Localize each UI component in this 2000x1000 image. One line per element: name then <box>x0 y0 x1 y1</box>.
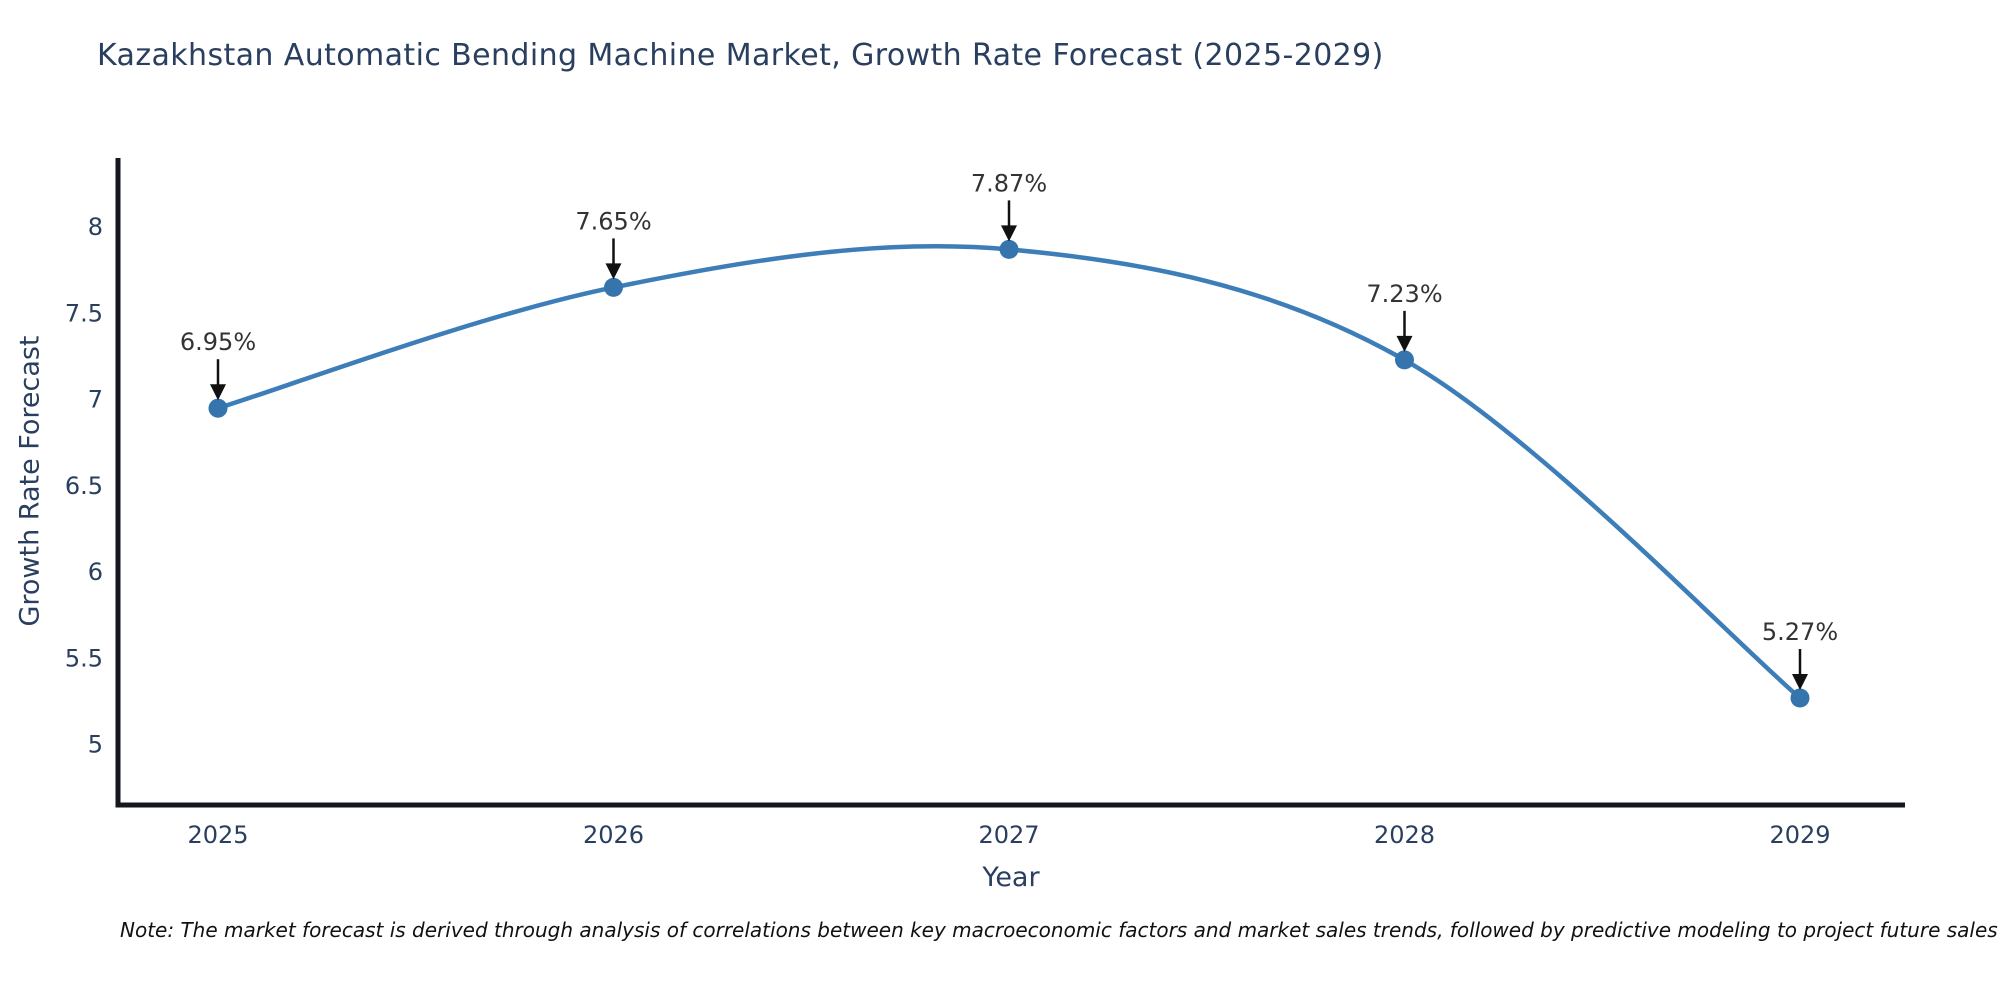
x-tick-label: 2026 <box>583 821 644 849</box>
x-tick-label: 2029 <box>1769 821 1830 849</box>
y-tick-label: 7 <box>88 386 103 414</box>
data-point-marker <box>1790 688 1810 708</box>
data-point-label: 6.95% <box>180 328 256 356</box>
annotation-arrowhead-icon <box>210 384 226 401</box>
data-point-marker <box>999 239 1019 259</box>
data-point-marker <box>604 277 623 297</box>
data-point-label: 7.23% <box>1366 280 1442 308</box>
data-point-marker <box>1395 350 1414 370</box>
annotation-arrowhead-icon <box>1396 335 1413 352</box>
chart-title: Kazakhstan Automatic Bending Machine Mar… <box>97 38 1384 73</box>
data-point-label: 7.87% <box>971 169 1047 197</box>
x-tick-label: 2025 <box>187 821 248 849</box>
y-tick-label: 7.5 <box>65 299 103 327</box>
annotation-arrowhead-icon <box>1001 225 1017 242</box>
y-tick-label: 6.5 <box>65 472 103 500</box>
annotation-arrowhead-icon <box>605 263 622 280</box>
x-tick-label: 2028 <box>1374 821 1435 849</box>
annotation-arrowhead-icon <box>1792 674 1808 690</box>
y-tick-label: 6 <box>88 558 103 586</box>
x-axis-title: Year <box>982 862 1040 893</box>
y-tick-label: 5 <box>88 731 103 759</box>
series-line <box>215 243 1803 701</box>
x-tick-label: 2027 <box>978 821 1039 849</box>
y-tick-label: 8 <box>88 213 103 241</box>
footnote: Note: The market forecast is derived thr… <box>120 918 1998 942</box>
y-tick-label: 5.5 <box>65 644 103 672</box>
data-point-marker <box>208 398 228 418</box>
data-point-label: 7.65% <box>575 207 651 235</box>
data-point-label: 5.27% <box>1762 618 1838 646</box>
